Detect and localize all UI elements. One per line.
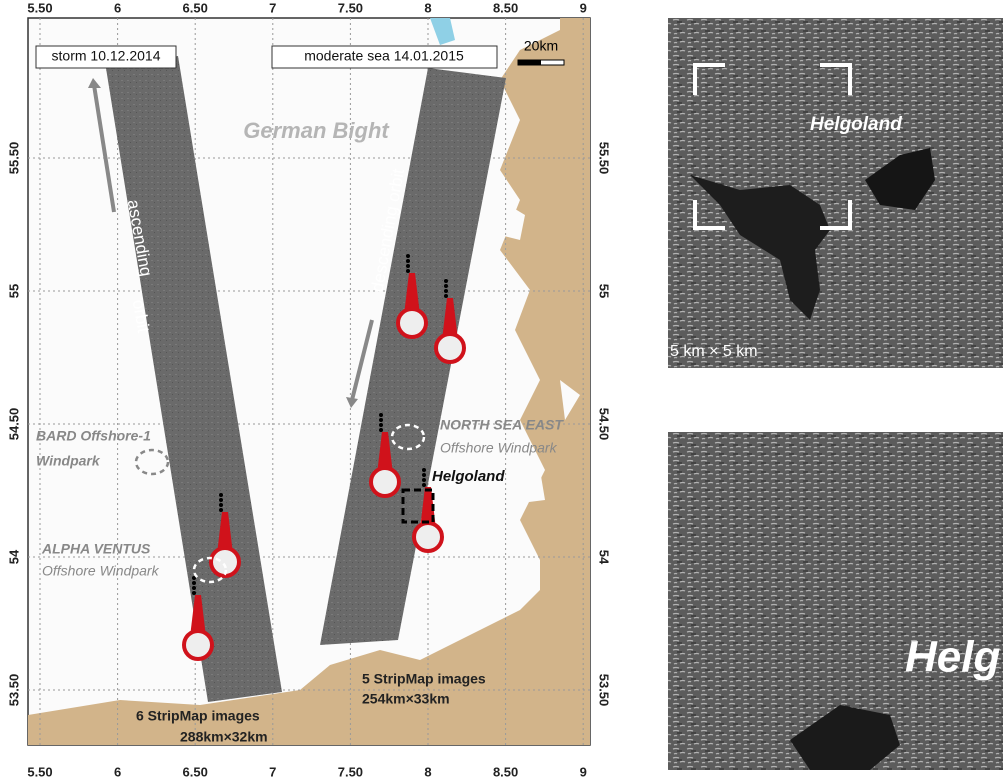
- date-label: moderate sea 14.01.2015: [304, 48, 464, 64]
- buoy-dot: [379, 413, 383, 417]
- windpark-name: NORTH SEA EAST: [440, 417, 564, 433]
- windpark-name: Offshore Windpark: [440, 440, 558, 456]
- lon-tick-label: 7: [269, 764, 276, 779]
- buoy-float: [371, 468, 399, 496]
- lat-tick-label: 54: [597, 550, 612, 565]
- buoy-dot: [422, 468, 426, 472]
- lon-tick-label: 6: [114, 764, 121, 779]
- lon-tick-label: 6: [114, 0, 121, 15]
- lon-tick-label: 6.50: [183, 764, 208, 779]
- lat-tick-label: 53.50: [6, 674, 21, 707]
- lat-tick-label: 55.50: [6, 142, 21, 175]
- date-label: storm 10.12.2014: [52, 48, 161, 64]
- sea-name: German Bight: [243, 118, 390, 143]
- buoy-dot: [406, 264, 410, 268]
- buoy-dot: [379, 428, 383, 432]
- buoy-dot: [219, 508, 223, 512]
- image-size: 254km×33km: [362, 691, 450, 707]
- buoy-dot: [444, 279, 448, 283]
- buoy-dot: [406, 259, 410, 263]
- buoy-dot: [444, 284, 448, 288]
- buoy-dot: [422, 478, 426, 482]
- zoom-panel: Helgoland 5 km × 5 km: [668, 18, 1003, 368]
- buoy-dot: [219, 503, 223, 507]
- lat-tick-label: 54.50: [6, 408, 21, 441]
- lon-tick-label: 7: [269, 0, 276, 15]
- image-size: 288km×32km: [180, 729, 268, 745]
- windpark-name: Windpark: [36, 453, 101, 469]
- buoy-float: [436, 334, 464, 362]
- lat-tick-label: 55: [597, 284, 612, 298]
- image-count: 5 StripMap images: [362, 671, 486, 687]
- lat-tick-label: 55.50: [597, 142, 612, 175]
- lon-tick-label: 9: [580, 764, 587, 779]
- buoy-float: [398, 309, 426, 337]
- lon-tick-label: 5.50: [27, 764, 52, 779]
- island-name: Helgoland: [432, 468, 505, 485]
- buoy-dot: [192, 581, 196, 585]
- buoy-dot: [406, 254, 410, 258]
- figure: storm 10.12.2014 moderate sea 14.01.2015…: [0, 0, 1003, 782]
- buoy-dot: [219, 493, 223, 497]
- lon-tick-label: 6.50: [183, 0, 208, 15]
- panel-label: Helgoland: [810, 114, 902, 135]
- lon-tick-label: 8: [424, 0, 431, 15]
- figure-canvas: storm 10.12.2014 moderate sea 14.01.2015…: [0, 0, 1003, 782]
- buoy-dot: [406, 269, 410, 273]
- windpark-name: ALPHA VENTUS: [41, 541, 151, 557]
- lat-tick-label: 54: [6, 549, 21, 564]
- buoy-dot: [192, 591, 196, 595]
- windpark-name: BARD Offshore-1: [36, 428, 151, 444]
- lon-tick-label: 8: [424, 764, 431, 779]
- panel-scale: 5 km × 5 km: [670, 343, 758, 360]
- buoy-dot: [444, 289, 448, 293]
- windpark-name: Offshore Windpark: [42, 563, 160, 579]
- lon-tick-label: 7.50: [338, 0, 363, 15]
- buoy-float: [414, 523, 442, 551]
- scale-label: 20km: [524, 38, 558, 54]
- lat-tick-label: 53.50: [597, 674, 612, 707]
- buoy-dot: [444, 294, 448, 298]
- buoy-float: [184, 631, 212, 659]
- lat-tick-label: 55: [6, 284, 21, 298]
- buoy-dot: [219, 498, 223, 502]
- buoy-dot: [379, 423, 383, 427]
- buoy-dot: [379, 418, 383, 422]
- scale-bar: [518, 60, 541, 65]
- lat-tick-label: 54.50: [597, 408, 612, 441]
- image-count: 6 StripMap images: [136, 708, 260, 724]
- buoy-dot: [422, 483, 426, 487]
- buoy-dot: [192, 586, 196, 590]
- buoy-dot: [422, 473, 426, 477]
- lon-tick-label: 5.50: [27, 0, 52, 15]
- lon-tick-label: 8.50: [493, 764, 518, 779]
- lon-tick-label: 9: [580, 0, 587, 15]
- lon-tick-label: 7.50: [338, 764, 363, 779]
- map: storm 10.12.2014 moderate sea 14.01.2015…: [28, 18, 590, 745]
- lon-tick-label: 8.50: [493, 0, 518, 15]
- zoom-panel: Helg: [668, 432, 1003, 770]
- panel-label: Helg: [905, 633, 1000, 682]
